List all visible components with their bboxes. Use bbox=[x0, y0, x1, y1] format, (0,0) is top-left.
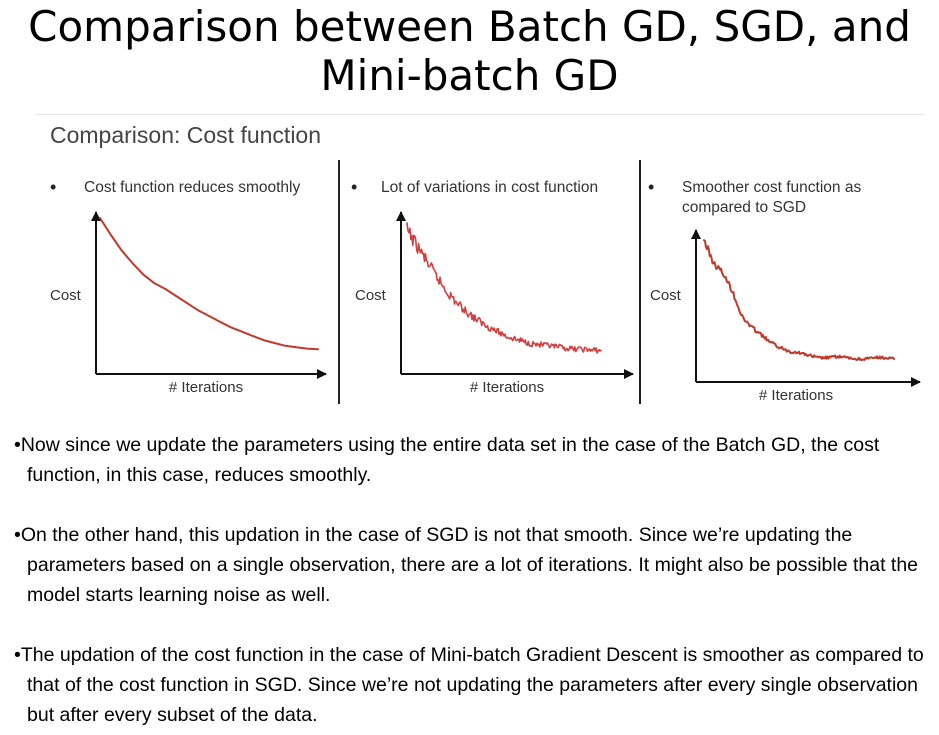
panel-divider bbox=[338, 160, 340, 404]
x-axis-label: # Iterations bbox=[470, 379, 544, 396]
cost-curve-line bbox=[99, 217, 319, 351]
bullet-marker: • bbox=[50, 177, 57, 197]
panel-divider bbox=[639, 160, 641, 404]
figure-top-rule bbox=[36, 114, 924, 115]
x-axis-arrow bbox=[317, 369, 327, 379]
x-axis-arrow bbox=[624, 369, 634, 379]
paragraph-sgd: •On the other hand, this updation in the… bbox=[14, 524, 919, 606]
figure-heading: Comparison: Cost function bbox=[50, 122, 322, 148]
y-axis-arrow bbox=[396, 211, 406, 221]
x-axis-label: # Iterations bbox=[759, 387, 833, 404]
paragraph-mini-batch-gd: •The updation of the cost function in th… bbox=[14, 644, 924, 726]
cost-function-comparison-figure: Comparison: Cost function • Cost functio… bbox=[36, 114, 924, 414]
chart-panel-batch-gd: • Cost function reduces smoothly Cost # … bbox=[50, 160, 338, 410]
y-axis-label: Cost bbox=[650, 287, 682, 304]
bullet-marker: • bbox=[351, 177, 358, 197]
cost-curve-line bbox=[406, 222, 602, 354]
x-axis-arrow bbox=[911, 377, 921, 387]
panel-caption: Smoother cost function as compared to SG… bbox=[682, 179, 862, 216]
cost-curve-line bbox=[703, 239, 895, 362]
chart-panel-sgd: • Lot of variations in cost function Cos… bbox=[351, 160, 641, 410]
y-axis-label: Cost bbox=[355, 287, 387, 304]
panel-caption: Lot of variations in cost function bbox=[381, 179, 599, 196]
y-axis-arrow bbox=[691, 229, 701, 239]
chart-plot-mini-batch-gd: Cost # Iterations bbox=[650, 229, 921, 404]
x-axis-label: # Iterations bbox=[169, 379, 243, 396]
y-axis-label: Cost bbox=[50, 287, 82, 304]
chart-panel-mini-batch-gd: • Smoother cost function as compared to … bbox=[648, 160, 924, 410]
y-axis-arrow bbox=[91, 211, 101, 221]
slide-title-text: Comparison between Batch GD, SGD, and Mi… bbox=[28, 2, 911, 100]
chart-plot-sgd: Cost # Iterations bbox=[355, 211, 634, 396]
explanation-text: •Now since we update the parameters usin… bbox=[14, 430, 926, 735]
bullet-marker: • bbox=[648, 177, 655, 197]
panel-caption: Cost function reduces smoothly bbox=[84, 179, 301, 196]
chart-plot-batch-gd: Cost # Iterations bbox=[50, 211, 327, 396]
slide-title: Comparison between Batch GD, SGD, and Mi… bbox=[0, 2, 939, 100]
paragraph-batch-gd: •Now since we update the parameters usin… bbox=[14, 434, 880, 486]
